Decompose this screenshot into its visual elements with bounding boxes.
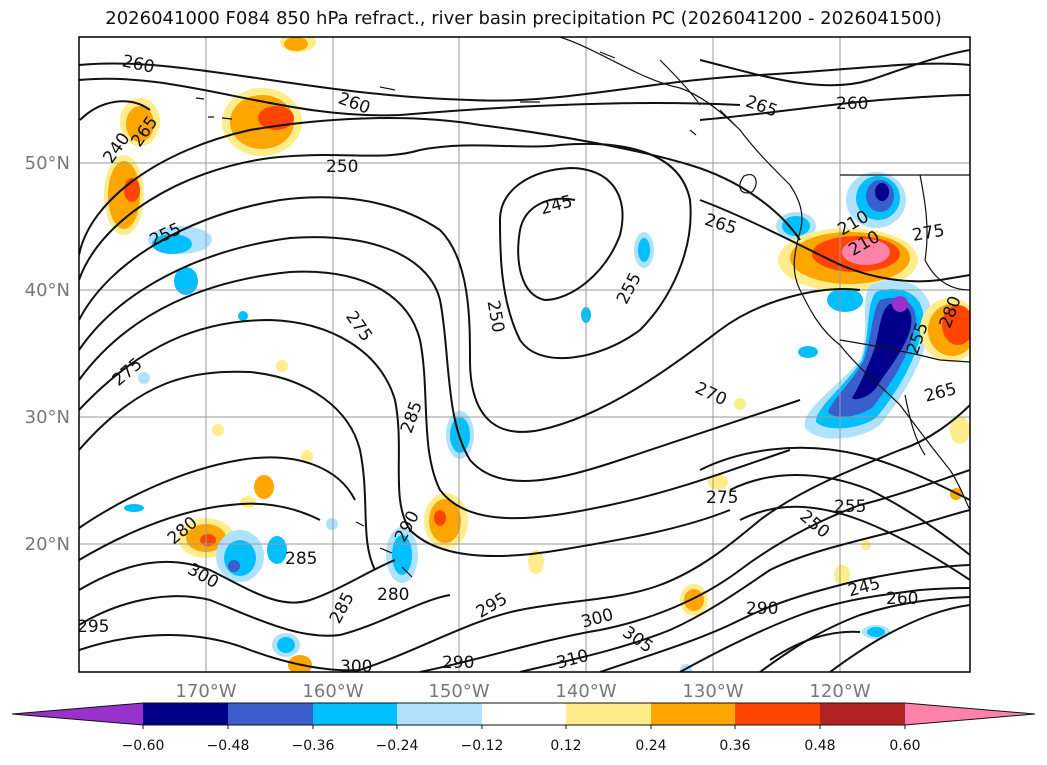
colorbar-cell xyxy=(12,703,143,725)
shading-blob xyxy=(852,303,912,400)
shading-blob xyxy=(875,183,889,201)
lon-label: 160°W xyxy=(302,681,363,702)
shading-blob xyxy=(301,450,313,462)
shading-blob xyxy=(734,398,746,410)
contour-label: 300 xyxy=(340,657,372,677)
shading-blob xyxy=(276,360,288,372)
colorbar-tick-label: 0.60 xyxy=(889,738,920,754)
shading-blob xyxy=(867,627,885,637)
colorbar-cell xyxy=(143,703,228,725)
colorbar-cell xyxy=(228,703,313,725)
shading-blob xyxy=(434,510,446,526)
lon-label: 120°W xyxy=(809,681,870,702)
shading-blob xyxy=(152,234,192,254)
lon-label: 170°W xyxy=(175,681,236,702)
shading-blob xyxy=(200,534,216,546)
shading-blob xyxy=(212,424,224,436)
shading-blob xyxy=(224,540,256,576)
shading-blob xyxy=(240,496,256,508)
gridlines xyxy=(79,37,970,672)
shading-blob xyxy=(228,560,240,572)
colorbar-cell xyxy=(313,703,397,725)
contour-label: 255 xyxy=(834,497,866,517)
shading-blob xyxy=(892,296,908,312)
contour-label: 275 xyxy=(706,488,738,508)
colorbar-cell xyxy=(482,703,566,725)
colorbar-tick-label: −0.12 xyxy=(461,738,504,754)
colorbar-cell xyxy=(651,703,735,725)
contour-label: 285 xyxy=(285,549,317,569)
shading-blob xyxy=(126,106,154,142)
shading-blob xyxy=(782,216,810,236)
colorbar-tick-label: 0.24 xyxy=(635,738,666,754)
shading-blob xyxy=(288,655,312,672)
contour-label: 280 xyxy=(377,585,409,605)
lat-label: 30°N xyxy=(25,407,70,428)
shading-blob xyxy=(638,238,650,262)
colorbar-tick-label: 0.12 xyxy=(550,738,581,754)
shading-blob xyxy=(950,416,970,444)
colorbar-tick-label: −0.36 xyxy=(292,738,335,754)
shading-blob xyxy=(528,550,544,574)
lon-label: 140°W xyxy=(555,681,616,702)
contour-label: 290 xyxy=(442,653,474,673)
shading-blob xyxy=(254,475,274,499)
lat-label: 40°N xyxy=(25,280,70,301)
colorbar-cell xyxy=(566,703,651,725)
colorbar-tick-label: 0.36 xyxy=(719,738,750,754)
contour-label: 260 xyxy=(836,94,868,114)
shading-blob xyxy=(834,565,850,585)
contour-label: 295 xyxy=(77,617,109,637)
longitude-labels: 170°W 160°W 150°W 140°W 130°W 120°W xyxy=(175,681,870,702)
lat-label: 50°N xyxy=(25,153,70,174)
shading-blob xyxy=(392,535,412,575)
shading-blob xyxy=(326,518,338,530)
shading-blob xyxy=(827,288,863,312)
map-frame xyxy=(78,36,971,673)
shading-blob xyxy=(684,589,704,611)
shading-blob xyxy=(842,239,890,265)
shading-blob xyxy=(284,37,308,51)
shading-blob xyxy=(861,540,871,550)
colorbar-cell xyxy=(820,703,905,725)
colorbar-cell xyxy=(735,703,820,725)
shading-blob xyxy=(138,372,150,384)
lat-label: 20°N xyxy=(25,534,70,555)
shading-blob xyxy=(798,346,818,358)
contour-label: 250 xyxy=(326,157,358,177)
colorbar-cell xyxy=(905,703,1035,725)
shading-blob xyxy=(124,504,144,512)
colorbar-tick-label: −0.60 xyxy=(122,738,165,754)
refractivity-contours xyxy=(79,49,970,672)
shading-blob xyxy=(174,267,198,295)
shading-blob xyxy=(942,305,970,345)
lon-label: 130°W xyxy=(682,681,743,702)
contour-label: 290 xyxy=(746,599,778,619)
colorbar: −0.60 −0.48 −0.36 −0.24 −0.12 0.12 0.24 … xyxy=(11,702,1036,754)
colorbar-cell xyxy=(397,703,482,725)
shading-blob xyxy=(277,637,295,653)
colorbar-tick-label: −0.48 xyxy=(207,738,250,754)
shading-blob xyxy=(450,417,470,453)
latitude-labels: 50°N 40°N 30°N 20°N xyxy=(25,153,70,555)
colorbar-tick-label: 0.48 xyxy=(804,738,835,754)
shading-blob xyxy=(238,311,248,321)
contour-label: 260 xyxy=(886,589,918,609)
shading-blob xyxy=(267,536,287,564)
colorbar-tick-label: −0.24 xyxy=(376,738,419,754)
lon-label: 150°W xyxy=(428,681,489,702)
colorbar-ticks xyxy=(142,725,906,729)
precipitation-shading xyxy=(104,37,970,672)
map-title: 2026041000 F084 850 hPa refract., river … xyxy=(105,8,942,29)
